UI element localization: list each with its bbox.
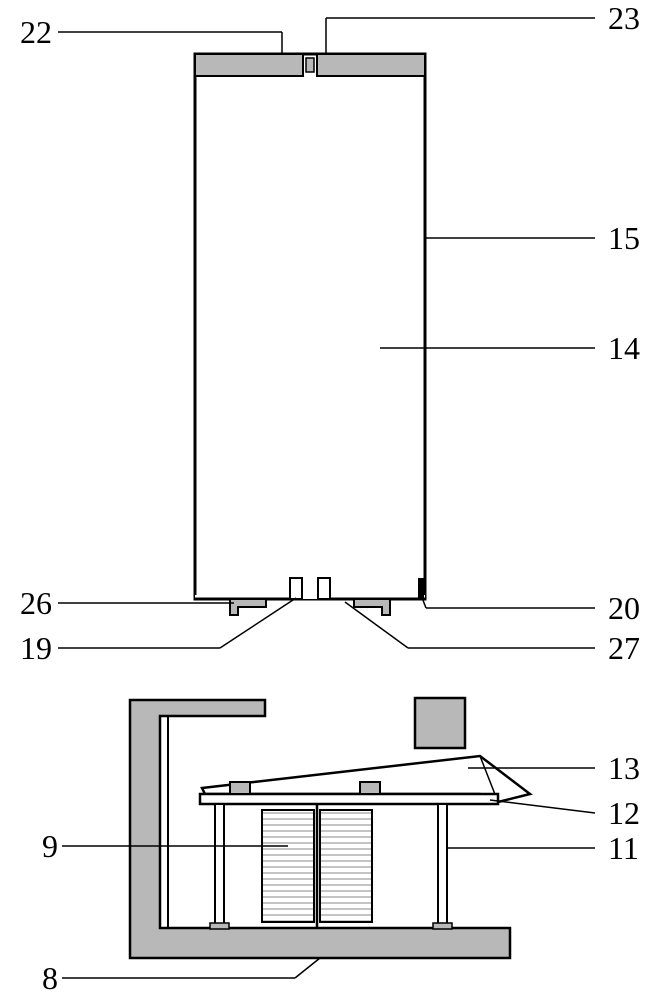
label-27: 27 bbox=[608, 630, 640, 667]
block-right bbox=[415, 698, 465, 748]
bottom-slot-right bbox=[318, 578, 330, 599]
label-23: 23 bbox=[608, 0, 640, 37]
post-right bbox=[438, 804, 447, 928]
label-11: 11 bbox=[608, 830, 639, 867]
nut-left bbox=[230, 782, 250, 794]
label-9: 9 bbox=[42, 828, 58, 865]
column-body bbox=[195, 54, 425, 599]
nut-right bbox=[360, 782, 380, 794]
top-cap-left bbox=[195, 54, 303, 76]
stack-right bbox=[320, 810, 372, 922]
stack-left bbox=[262, 810, 314, 922]
post-left bbox=[215, 804, 224, 928]
label-12: 12 bbox=[608, 795, 640, 832]
label-22: 22 bbox=[20, 14, 52, 51]
label-20: 20 bbox=[608, 590, 640, 627]
technical-diagram bbox=[0, 0, 661, 1000]
label-14: 14 bbox=[608, 330, 640, 367]
top-cap-right bbox=[317, 54, 425, 76]
label-15: 15 bbox=[608, 220, 640, 257]
leader-12 bbox=[490, 800, 595, 813]
tray-plate bbox=[200, 794, 498, 804]
label-26: 26 bbox=[20, 585, 52, 622]
bottom-arm-left bbox=[230, 599, 266, 615]
label-8: 8 bbox=[42, 960, 58, 997]
top-nub bbox=[306, 58, 314, 72]
label-19: 19 bbox=[20, 630, 52, 667]
bottom-slot-left bbox=[290, 578, 302, 599]
label-13: 13 bbox=[608, 750, 640, 787]
